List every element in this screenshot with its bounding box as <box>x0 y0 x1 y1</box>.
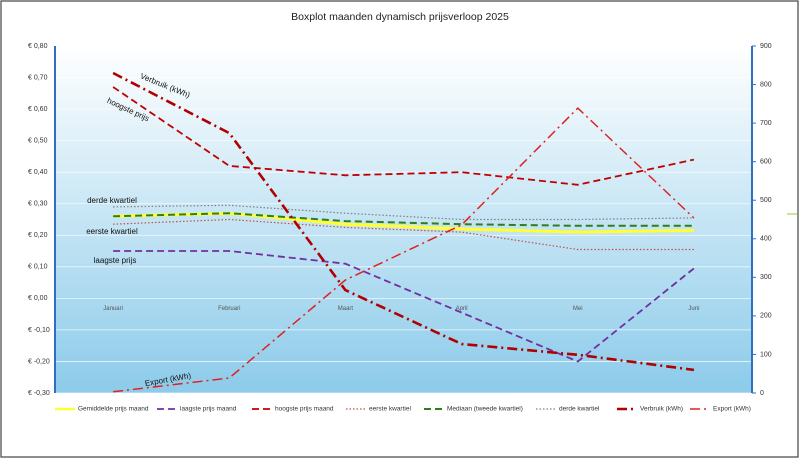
x-tick-label: April <box>456 306 468 312</box>
y2-tick-label: 700 <box>760 120 772 127</box>
y-tick-label: € 0,20 <box>28 232 48 239</box>
y2-tick-label: 0 <box>760 390 764 397</box>
series-line <box>112 86 695 186</box>
y2-tick-label: 900 <box>760 43 772 50</box>
y-tick-label: € -0,30 <box>28 390 50 397</box>
x-tick-label: Mei <box>573 306 583 312</box>
chart-title: Boxplot maanden dynamisch prijsverloop 2… <box>291 11 509 23</box>
y-tick-label: € 0,40 <box>28 169 48 176</box>
legend-label: Verbruik (kWh) <box>640 406 683 413</box>
y2-tick-label: 500 <box>760 197 772 204</box>
legend-label: Gemiddelde prijs maand <box>78 406 149 413</box>
series-line <box>113 218 694 251</box>
y2-tick-label: 400 <box>760 236 772 243</box>
y-tick-label: € 0,00 <box>28 295 48 302</box>
y2-tick-label: 600 <box>760 159 772 166</box>
series-line <box>113 250 695 363</box>
y-tick-label: € 0,30 <box>28 201 48 208</box>
y-tick-label: € -0,20 <box>28 358 50 365</box>
y-tick-label: € 0,70 <box>28 74 48 81</box>
x-tick-label: Juni <box>688 306 699 312</box>
y-tick-label: € -0,10 <box>28 327 50 334</box>
y-tick-label: € 0,10 <box>28 264 48 271</box>
series-line <box>113 212 694 227</box>
legend-label: derde kwartiel <box>559 406 600 413</box>
y2-tick-label: 800 <box>760 81 772 88</box>
series-line <box>113 211 694 234</box>
x-tick-label: Februari <box>218 306 240 312</box>
y2-tick-label: 200 <box>760 313 772 320</box>
y-tick-label: € 0,60 <box>28 106 48 113</box>
legend-label: eerste kwartiel <box>369 406 411 413</box>
x-tick-label: Maart <box>338 306 354 312</box>
legend-label: hoogste prijs maand <box>275 406 334 413</box>
annotation: eerste kwartiel <box>86 227 138 236</box>
legend-label: Export (kWh) <box>713 406 751 413</box>
legend-label: Mediaan (tweede kwartiel) <box>447 406 523 413</box>
y-tick-label: € 0,80 <box>28 43 48 50</box>
y2-tick-label: 300 <box>760 274 772 281</box>
legend-label: laagste prijs maand <box>180 406 237 413</box>
series-line <box>113 107 695 393</box>
y2-tick-label: 100 <box>760 351 772 358</box>
series-line <box>112 71 695 372</box>
series-line <box>113 204 694 221</box>
y-tick-label: € 0,50 <box>28 137 48 144</box>
annotation: derde kwartiel <box>87 196 137 205</box>
x-tick-label: Januari <box>103 306 123 312</box>
annotation: laagste prijs <box>94 256 137 265</box>
plot-area <box>55 46 752 393</box>
